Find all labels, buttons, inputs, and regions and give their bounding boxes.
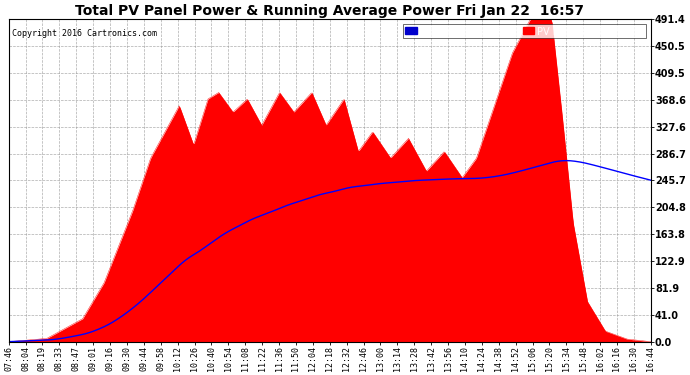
Legend: Average  (DC Watts), PV Panels  (DC Watts): Average (DC Watts), PV Panels (DC Watts) <box>403 24 646 38</box>
Text: Copyright 2016 Cartronics.com: Copyright 2016 Cartronics.com <box>12 29 157 38</box>
Title: Total PV Panel Power & Running Average Power Fri Jan 22  16:57: Total PV Panel Power & Running Average P… <box>75 4 584 18</box>
